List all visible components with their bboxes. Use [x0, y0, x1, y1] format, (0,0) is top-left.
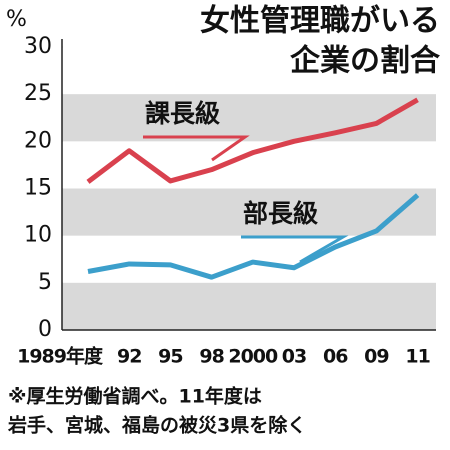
band — [62, 282, 436, 330]
x-tick-label: 09 — [364, 346, 388, 368]
x-tick-label: 03 — [282, 346, 306, 368]
band — [62, 94, 436, 142]
leader-line — [143, 135, 250, 162]
series-label: 部長級 — [243, 199, 318, 228]
y-tick-label: 25 — [24, 81, 52, 106]
y-tick-label: 5 — [38, 270, 52, 295]
x-tick-label: 95 — [158, 346, 182, 368]
y-tick-label: 0 — [38, 317, 52, 342]
leader-line — [241, 235, 349, 264]
line — [87, 193, 420, 280]
band — [62, 188, 436, 236]
note: 岩手、宮城、福島の被災3県を除く — [7, 414, 306, 437]
chart-title: 企業の割合 — [290, 44, 440, 79]
x-tick-label: 06 — [323, 346, 348, 368]
y-axis-label: % — [6, 7, 27, 32]
x-tick-label: 1989年度 — [17, 345, 104, 368]
x-tick-label: 98 — [199, 346, 224, 368]
line — [86, 97, 419, 184]
y-tick-label: 30 — [24, 34, 52, 59]
x-tick-label: 92 — [117, 346, 141, 368]
y-tick-label: 15 — [24, 176, 52, 201]
note: ※厚生労働省調べ。11年度は — [8, 385, 262, 408]
x-tick-label: 11 — [405, 346, 429, 368]
series-label: 課長級 — [145, 99, 220, 128]
y-tick-label: 20 — [24, 128, 52, 153]
chart-title: 女性管理職がいる — [200, 4, 440, 39]
y-tick-label: 10 — [24, 223, 52, 248]
x-tick-label: 2000 — [228, 346, 278, 368]
